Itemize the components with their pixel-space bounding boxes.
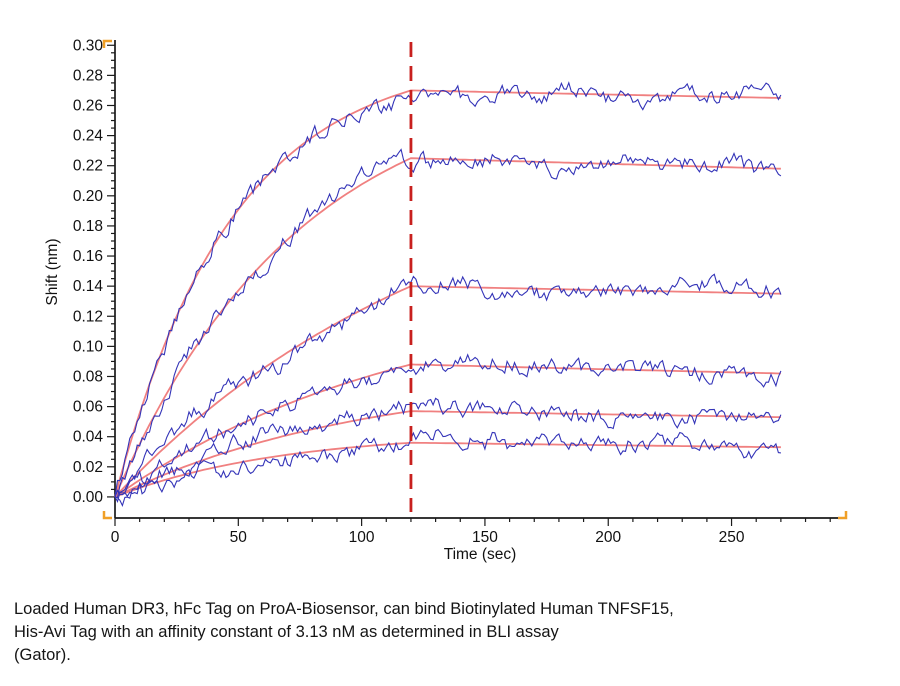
x-tick-label: 100 xyxy=(349,529,375,546)
y-tick-label: 0.18 xyxy=(73,218,103,235)
data-trace xyxy=(114,428,781,508)
y-tick-label: 0.08 xyxy=(73,368,103,385)
y-tick-label: 0.06 xyxy=(73,399,103,416)
fit-curve xyxy=(114,441,781,498)
data-trace xyxy=(114,397,782,503)
x-tick-label: 50 xyxy=(230,529,248,546)
bli-chart: Shift (nm) Time (sec) 0.00 0.02 0.04 0.06 0.… xyxy=(44,37,848,563)
y-tick-label: 0.14 xyxy=(73,278,104,295)
x-tick-label: 200 xyxy=(595,529,621,546)
y-tick-label: 0.02 xyxy=(73,459,103,476)
fit-curve xyxy=(114,157,781,498)
range-marker-top-left xyxy=(102,39,112,48)
data-trace xyxy=(114,273,782,498)
x-tick-label: 150 xyxy=(472,529,498,546)
y-tick-label: 0.26 xyxy=(73,97,103,114)
y-tick-label: 0.24 xyxy=(73,128,104,145)
caption-line-1: Loaded Human DR3, hFc Tag on ProA-Biosen… xyxy=(14,600,674,618)
fit-curve xyxy=(114,285,781,498)
y-tick-label: 0.30 xyxy=(73,37,104,54)
y-tick-label: 0.22 xyxy=(73,158,103,175)
x-tick-label: 0 xyxy=(111,529,120,546)
y-tick-label: 0.28 xyxy=(73,67,103,84)
y-tick-label: 0.12 xyxy=(73,308,103,325)
caption-line-3: (Gator). xyxy=(14,646,71,664)
x-tick-label: 250 xyxy=(719,529,745,546)
range-marker-bottom-right xyxy=(838,511,848,520)
figure-caption: Loaded Human DR3, hFc Tag on ProA-Biosen… xyxy=(14,598,674,667)
y-axis-title: Shift (nm) xyxy=(44,238,61,305)
y-tick-label: 0.00 xyxy=(73,489,104,506)
y-tick-label: 0.10 xyxy=(73,338,104,355)
y-tick-label: 0.16 xyxy=(73,248,103,265)
y-tick-label: 0.04 xyxy=(73,429,104,446)
x-axis-title: Time (sec) xyxy=(444,546,517,563)
data-trace xyxy=(114,148,782,499)
fit-curve xyxy=(114,363,781,498)
caption-line-2: His-Avi Tag with an affinity constant of… xyxy=(14,623,559,641)
fit-curve xyxy=(114,89,781,498)
data-trace xyxy=(114,353,782,498)
range-marker-bottom-left xyxy=(102,511,112,520)
data-trace xyxy=(114,81,782,497)
y-tick-label: 0.20 xyxy=(73,188,104,205)
fit-curve xyxy=(114,410,781,498)
